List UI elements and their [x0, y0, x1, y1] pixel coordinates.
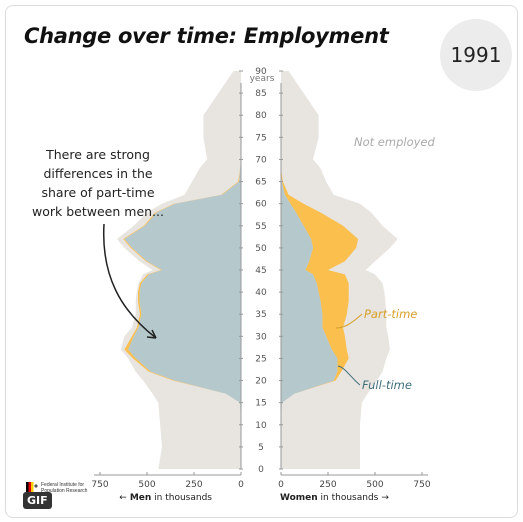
- callout-line-2: differences in the: [43, 166, 152, 181]
- year-badge: 1991: [440, 19, 512, 91]
- age-tick-label: 20: [255, 377, 267, 387]
- age-tick-label: 80: [255, 111, 267, 121]
- men-x-tick-label: 0: [238, 480, 244, 490]
- callout-arrow: [102, 223, 157, 339]
- men-x-tick-label: 500: [138, 480, 155, 490]
- women-full-time-area: [281, 71, 338, 469]
- women-label-bold: Women: [280, 493, 318, 503]
- callout-annotation: There are strong differences in the shar…: [32, 147, 164, 219]
- age-tick-label: 50: [255, 244, 267, 254]
- full-time-label: Full-time: [362, 378, 412, 392]
- age-tick-label: 45: [255, 266, 266, 276]
- chart-title: Change over time: Employment: [24, 24, 389, 48]
- tick-layer: 0 5 10 15 20 25 30 35 40 45 50 55 60 65 70 75 80 85 90 750 5…: [91, 67, 430, 490]
- age-tick-label: 25: [255, 354, 266, 364]
- women-x-tick-label: 250: [319, 480, 336, 490]
- eagle-logo-icon: [26, 482, 38, 494]
- age-tick-label: 0: [258, 465, 264, 475]
- age-tick-label: 40: [255, 288, 267, 298]
- women-x-tick-label: 0: [278, 480, 284, 490]
- women-part-time-area: [281, 71, 359, 469]
- full-time-leader: [337, 365, 361, 386]
- men-label-bold: Men: [130, 493, 151, 503]
- part-time-label: Part-time: [364, 307, 417, 321]
- women-arrow: →: [381, 493, 389, 503]
- part-time-leader: [335, 313, 363, 329]
- age-axis-label: years: [250, 74, 275, 84]
- age-tick-label: 55: [255, 222, 266, 232]
- women-x-tick-label: 750: [413, 480, 430, 490]
- age-tick-label: 60: [255, 200, 267, 210]
- age-tick-label: 70: [255, 155, 267, 165]
- men-label-rest: in thousands: [151, 493, 212, 503]
- age-tick-label: 85: [255, 89, 266, 99]
- population-pyramid: years 0 5 10 15 20 25 30 35 40 45 50 55 60 65 70 75 80 85…: [32, 67, 435, 503]
- women-axis-title-text: Women in thousands →: [280, 493, 389, 503]
- callout-line-1: There are strong: [45, 147, 150, 162]
- callout-arrowhead: [146, 329, 157, 339]
- men-x-tick-label: 750: [91, 480, 108, 490]
- age-tick-label: 30: [255, 332, 267, 342]
- callout-line-3: share of part-time: [41, 185, 154, 200]
- men-x-tick-label: 250: [185, 480, 202, 490]
- men-full-time-area: [124, 71, 241, 469]
- axis-layer: years: [250, 74, 275, 84]
- men-axis-title-text: ← Men in thousands: [119, 493, 212, 503]
- women-axis-title: Women in thousands →: [280, 493, 389, 503]
- age-tick-label: 75: [255, 133, 266, 143]
- women-label-rest: in thousands: [318, 493, 379, 503]
- age-tick-label: 90: [255, 67, 267, 77]
- men-axis-title: ← Men in thousands: [119, 493, 212, 503]
- gif-badge: GIF: [23, 492, 52, 509]
- age-tick-label: 10: [255, 421, 267, 431]
- age-tick-label: 35: [255, 310, 266, 320]
- chart-card: Change over time: Employment 1991 years …: [5, 5, 518, 518]
- not-employed-label: Not employed: [354, 135, 435, 149]
- areas-layer: [116, 71, 398, 469]
- callout-line-4: work between men...: [32, 204, 164, 219]
- age-tick-label: 5: [258, 443, 264, 453]
- men-arrow: ←: [119, 493, 127, 503]
- institute-name: Federal Institute for Population Researc…: [41, 482, 88, 494]
- age-tick-label: 15: [255, 399, 266, 409]
- women-x-tick-label: 500: [366, 480, 383, 490]
- age-tick-label: 65: [255, 178, 266, 188]
